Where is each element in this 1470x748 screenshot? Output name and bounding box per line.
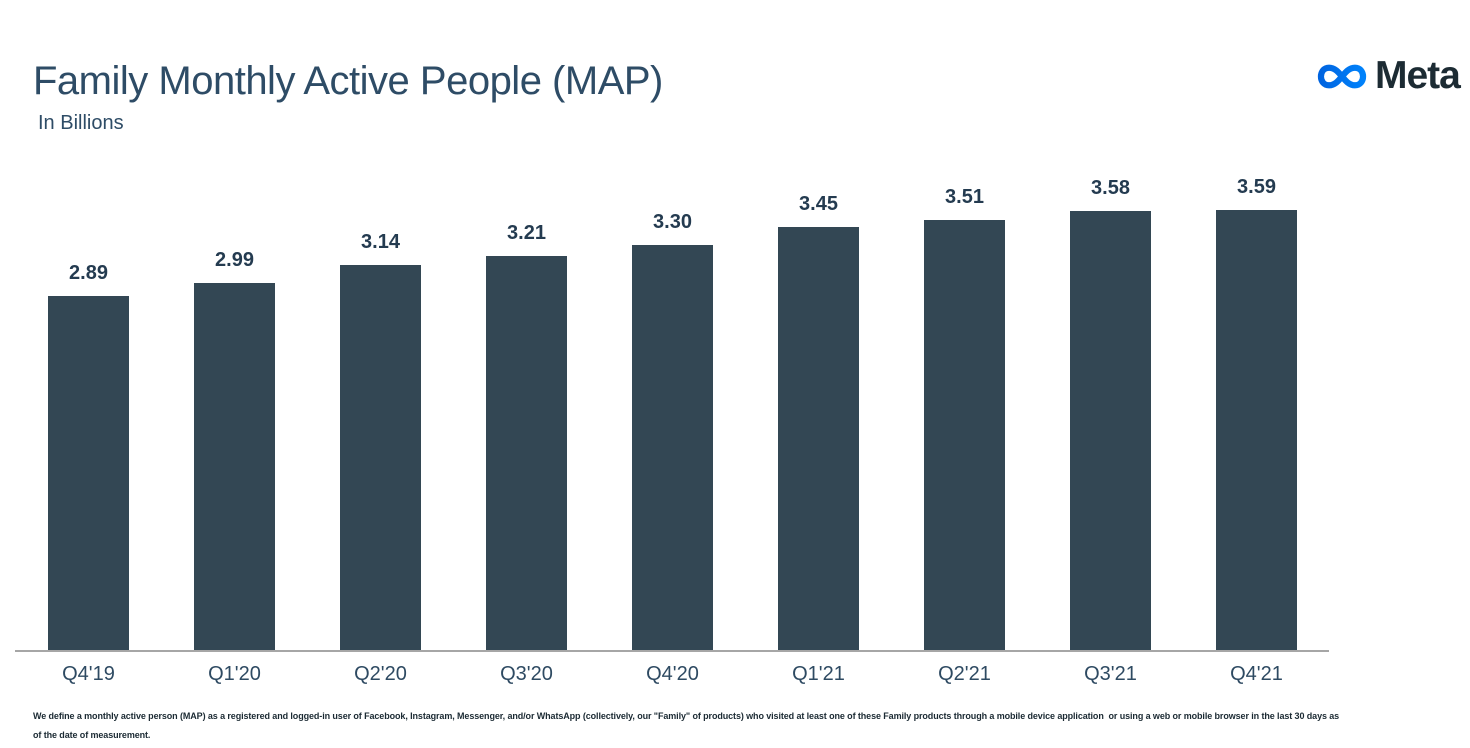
bar-Q3'21 bbox=[1070, 211, 1151, 650]
bar-Q1'21 bbox=[778, 227, 859, 650]
bar-value-label: 3.51 bbox=[945, 186, 984, 208]
bar-Q4'19 bbox=[48, 296, 129, 650]
bar-value-label: 3.30 bbox=[653, 211, 692, 233]
bar-value-label: 2.99 bbox=[215, 249, 254, 271]
meta-logo-text: Meta bbox=[1375, 54, 1461, 97]
x-axis-label: Q1'21 bbox=[792, 663, 845, 685]
bar-value-label: 3.21 bbox=[507, 222, 546, 244]
x-axis-label: Q4'20 bbox=[646, 663, 699, 685]
meta-infinity-icon bbox=[1316, 61, 1368, 92]
x-axis-line bbox=[15, 650, 1329, 652]
footnote-line-1: We define a monthly active person (MAP) … bbox=[33, 711, 1340, 721]
bar-value-label: 3.45 bbox=[799, 193, 838, 215]
page-subtitle: In Billions bbox=[38, 112, 124, 134]
page-title: Family Monthly Active People (MAP) bbox=[33, 59, 663, 103]
x-axis-label: Q4'19 bbox=[62, 663, 115, 685]
x-axis-label: Q1'20 bbox=[208, 663, 261, 685]
map-bar-chart: 2.89 Q4'19 2.99 Q1'20 3.14 Q2'20 3.21 Q3'20 3.30… bbox=[0, 150, 1470, 695]
x-axis-label: Q4'21 bbox=[1230, 663, 1283, 685]
bar-Q4'20 bbox=[632, 245, 713, 650]
bar-value-label: 3.58 bbox=[1091, 177, 1130, 199]
bar-Q2'21 bbox=[924, 220, 1005, 650]
x-axis-label: Q2'21 bbox=[938, 663, 991, 685]
x-axis-label: Q3'21 bbox=[1084, 663, 1137, 685]
bar-value-label: 3.14 bbox=[361, 231, 400, 253]
footnote-line-2: of the date of measurement. bbox=[33, 730, 151, 740]
x-axis-label: Q2'20 bbox=[354, 663, 407, 685]
bar-Q4'21 bbox=[1216, 210, 1297, 650]
bar-value-label: 3.59 bbox=[1237, 176, 1276, 198]
x-axis-label: Q3'20 bbox=[500, 663, 553, 685]
meta-logo: Meta bbox=[1316, 54, 1461, 97]
bar-Q1'20 bbox=[194, 283, 275, 650]
bar-Q3'20 bbox=[486, 256, 567, 650]
bar-Q2'20 bbox=[340, 265, 421, 650]
footnote: We define a monthly active person (MAP) … bbox=[33, 707, 1453, 745]
bar-value-label: 2.89 bbox=[69, 262, 108, 284]
